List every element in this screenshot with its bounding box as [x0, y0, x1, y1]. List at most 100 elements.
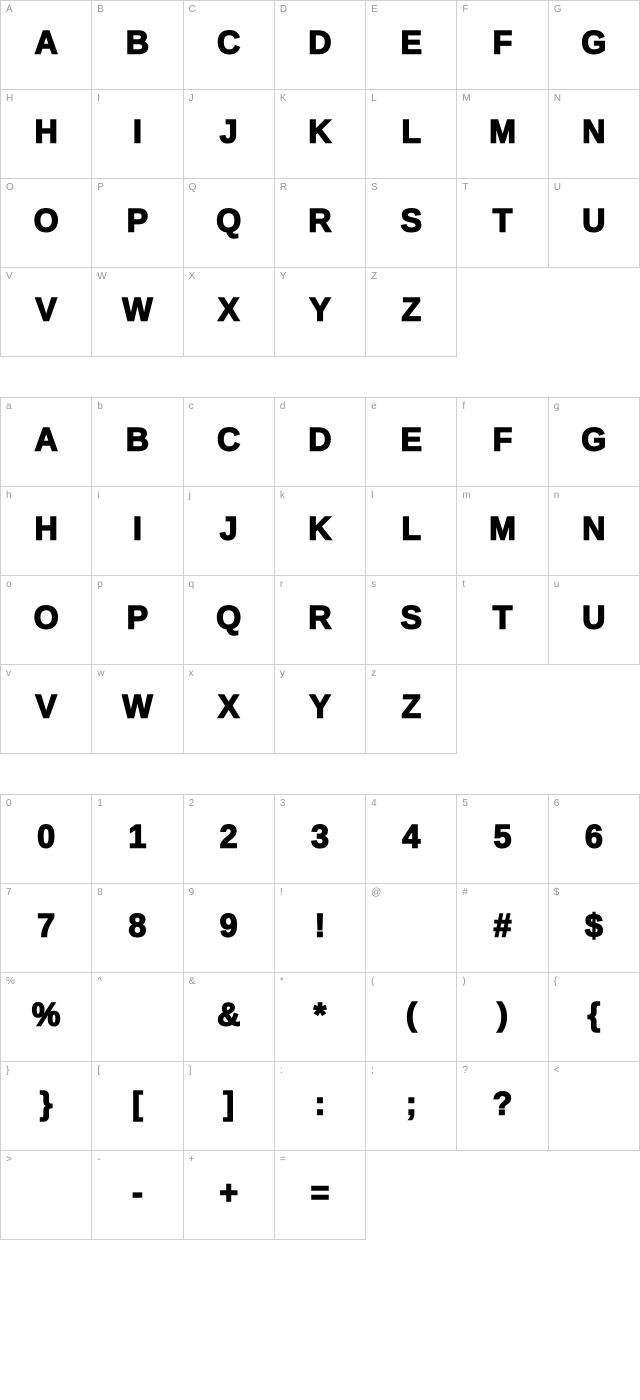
glyph-label: ?: [462, 1065, 468, 1076]
glyph-label: 1: [97, 798, 103, 809]
glyph-cell: 77: [1, 884, 92, 973]
glyph-label: U: [554, 182, 561, 193]
glyph-cell: KK: [275, 90, 366, 179]
glyph-character: C: [217, 25, 240, 62]
glyph-cell: zZ: [366, 665, 457, 754]
glyph-character: W: [122, 292, 152, 329]
glyph-label: ]: [189, 1065, 192, 1076]
glyph-cell: YY: [275, 268, 366, 357]
glyph-cell: xX: [184, 665, 275, 754]
glyph-label: H: [6, 93, 13, 104]
glyph-label: ;: [371, 1065, 374, 1076]
glyph-cell: ZZ: [366, 268, 457, 357]
glyph-cell: cC: [184, 398, 275, 487]
glyph-cell-empty: [549, 1151, 640, 1240]
glyph-cell: ;;: [366, 1062, 457, 1151]
glyph-character: -: [132, 1175, 143, 1212]
glyph-character: A: [35, 25, 58, 62]
glyph-character: J: [220, 511, 238, 548]
glyph-character: H: [35, 511, 58, 548]
glyph-label: G: [554, 4, 562, 15]
glyph-cell: dD: [275, 398, 366, 487]
glyph-label: V: [6, 271, 13, 282]
glyph-character: 2: [220, 819, 238, 856]
glyph-character: V: [35, 292, 56, 329]
glyph-character: F: [493, 25, 513, 62]
glyph-character: :: [315, 1086, 326, 1123]
glyph-label: w: [97, 668, 104, 679]
glyph-character: 6: [585, 819, 603, 856]
glyph-label: q: [189, 579, 195, 590]
glyph-label: S: [371, 182, 378, 193]
glyph-cell: uU: [549, 576, 640, 665]
glyph-cell: wW: [92, 665, 183, 754]
glyph-cell-empty: [549, 665, 640, 754]
glyph-label: m: [462, 490, 470, 501]
glyph-character: T: [493, 203, 513, 240]
glyph-cell: HH: [1, 90, 92, 179]
glyph-character: M: [489, 114, 516, 151]
glyph-character: I: [133, 114, 142, 151]
glyph-cell: VV: [1, 268, 92, 357]
glyph-cell: rR: [275, 576, 366, 665]
glyph-cell: ==: [275, 1151, 366, 1240]
glyph-label: z: [371, 668, 376, 679]
glyph-label: u: [554, 579, 560, 590]
glyph-character: Q: [216, 203, 241, 240]
glyph-label: 2: [189, 798, 195, 809]
glyph-label: !: [280, 887, 283, 898]
glyph-cell: AA: [1, 1, 92, 90]
glyph-cell: ]]: [184, 1062, 275, 1151]
glyph-label: b: [97, 401, 103, 412]
glyph-label: E: [371, 4, 378, 15]
glyph-cell: pP: [92, 576, 183, 665]
glyph-cell: 55: [457, 795, 548, 884]
glyph-cell: JJ: [184, 90, 275, 179]
glyph-character: L: [402, 114, 422, 151]
glyph-cell: FF: [457, 1, 548, 90]
glyph-character: G: [581, 25, 606, 62]
glyph-cell: GG: [549, 1, 640, 90]
glyph-cell: 66: [549, 795, 640, 884]
glyph-label: c: [189, 401, 194, 412]
glyph-label: T: [462, 182, 468, 193]
glyph-label: t: [462, 579, 465, 590]
glyph-label: s: [371, 579, 376, 590]
glyph-label: 3: [280, 798, 286, 809]
glyph-character: B: [126, 422, 149, 459]
glyph-character: S: [401, 203, 422, 240]
glyph-cell: )): [457, 973, 548, 1062]
glyph-label: <: [554, 1065, 560, 1076]
glyph-cell: [[: [92, 1062, 183, 1151]
glyph-character: C: [217, 422, 240, 459]
glyph-character: T: [493, 600, 513, 637]
glyph-label: *: [280, 976, 284, 987]
glyph-character: E: [401, 422, 422, 459]
glyph-cell: fF: [457, 398, 548, 487]
glyph-cell: %%: [1, 973, 92, 1062]
glyph-label: :: [280, 1065, 283, 1076]
glyph-cell: yY: [275, 665, 366, 754]
glyph-cell: ::: [275, 1062, 366, 1151]
glyph-cell: 33: [275, 795, 366, 884]
glyph-character: !: [315, 908, 326, 945]
glyph-label: y: [280, 668, 285, 679]
glyph-cell: SS: [366, 179, 457, 268]
glyph-character: ;: [406, 1086, 417, 1123]
glyph-cell: kK: [275, 487, 366, 576]
glyph-cell: eE: [366, 398, 457, 487]
glyph-cell: <: [549, 1062, 640, 1151]
glyph-character: }: [40, 1086, 52, 1123]
glyph-label: 0: [6, 798, 12, 809]
glyph-character: +: [219, 1175, 238, 1212]
glyph-label: n: [554, 490, 560, 501]
glyph-cell: 11: [92, 795, 183, 884]
glyph-label: p: [97, 579, 103, 590]
glyph-cell: ^: [92, 973, 183, 1062]
glyph-character: A: [35, 422, 58, 459]
glyph-label: h: [6, 490, 12, 501]
glyph-label: 9: [189, 887, 195, 898]
glyph-character: D: [308, 25, 331, 62]
glyph-cell-empty: [366, 1151, 457, 1240]
glyph-label: K: [280, 93, 287, 104]
